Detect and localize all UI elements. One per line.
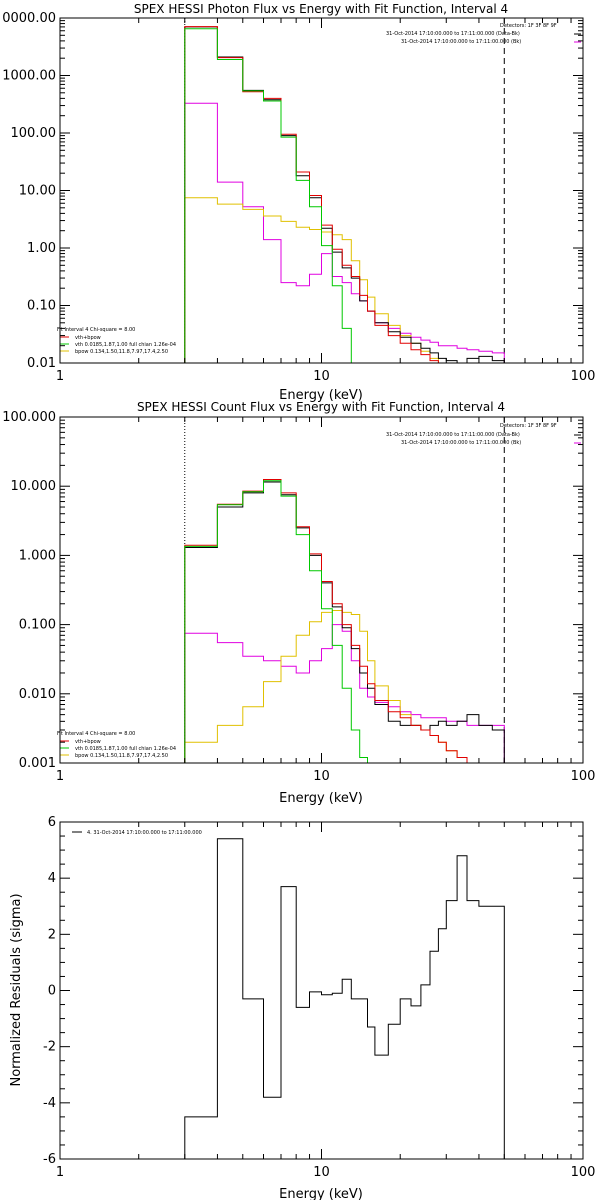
x-tick-label: 10 — [313, 769, 330, 784]
x-tick-label: 100 — [571, 369, 596, 384]
y-tick-label: 0.01 — [27, 356, 56, 371]
x-tick-label: 1 — [56, 369, 64, 384]
legend-line: vth 0.0185,1.87,1.00 full chian 1.26e-04 — [75, 746, 176, 752]
y-tick-label: 1.000 — [19, 548, 56, 563]
y-tick-label: -6 — [43, 1152, 56, 1167]
y-tick-label: 0000.00 — [2, 11, 56, 26]
x-axis-label: Energy (keV) — [279, 388, 363, 403]
y-tick-label: 10.000 — [11, 479, 57, 494]
legend-line: Detectors: 1F 3F 8F 9F — [500, 423, 557, 429]
plot-data — [184, 417, 505, 763]
total-fit-histogram — [184, 26, 439, 363]
x-tick-label: 100 — [571, 1165, 596, 1180]
photon-flux-panel: SPEX HESSI Photon Flux vs Energy with Fi… — [2, 2, 595, 403]
data-minus-bk-histogram — [184, 26, 505, 363]
x-tick-label: 10 — [313, 1165, 330, 1180]
residuals-histogram — [184, 838, 505, 1159]
total-fit-histogram — [184, 479, 480, 763]
legend-line: Fit Interval 4 Chi-square = 8.00 — [57, 731, 135, 737]
x-tick-label: 10 — [313, 369, 330, 384]
panel-title: SPEX HESSI Count Flux vs Energy with Fit… — [137, 400, 505, 414]
background-histogram — [184, 624, 505, 763]
panel-title: SPEX HESSI Photon Flux vs Energy with Fi… — [134, 2, 508, 16]
x-tick-label: 1 — [56, 769, 64, 784]
legend-line: vth 0.0185,1.87,1.00 full chian 1.26e-04 — [75, 342, 176, 348]
legend-line: 4. 31-Oct-2014 17:10:00.000 to 17:11:00.… — [87, 830, 202, 836]
legend-line: 31-Oct-2014 17:10:00.000 to 17:11:00.000… — [401, 440, 521, 446]
y-tick-label: 1.00 — [27, 241, 56, 256]
legend-top-left: 4. 31-Oct-2014 17:10:00.000 to 17:11:00.… — [72, 830, 202, 836]
x-axis-label: Energy (keV) — [279, 791, 363, 806]
legend-line: 31-Oct-2014 17:10:00.000 to 17:11:00.000… — [386, 432, 520, 438]
vth-component-histogram — [184, 480, 368, 763]
legend-top-right: Detectors: 1F 3F 8F 9F 31-Oct-2014 17:10… — [386, 23, 581, 45]
vth-component-histogram — [184, 28, 352, 363]
y-tick-label: 0.001 — [19, 756, 56, 771]
y-tick-label: 1000.00 — [2, 69, 56, 84]
y-tick-label: 0.010 — [19, 687, 56, 702]
legend-line: Detectors: 1F 3F 8F 9F — [500, 23, 557, 29]
background-histogram — [184, 102, 505, 363]
residuals-panel: Energy (keV) Normalized Residuals (sigma… — [9, 815, 595, 1200]
legend-line: 31-Oct-2014 17:10:00.000 to 17:11:00.000… — [386, 31, 520, 37]
y-tick-label: 2 — [48, 927, 56, 942]
legend-top-right: Detectors: 1F 3F 8F 9F 31-Oct-2014 17:10… — [386, 423, 581, 446]
legend-line: vth+bpow — [75, 739, 101, 745]
legend-line: Fit Interval 4 Chi-square = 8.00 — [57, 327, 135, 333]
data-minus-bk-histogram — [184, 481, 505, 763]
x-tick-label: 100 — [571, 769, 596, 784]
y-tick-label: 4 — [48, 871, 56, 886]
x-tick-label: 1 — [56, 1165, 64, 1180]
y-tick-label: 100.000 — [2, 410, 56, 425]
y-tick-label: -4 — [43, 1096, 56, 1111]
y-axis-label: Normalized Residuals (sigma) — [9, 893, 24, 1086]
count-flux-panel: SPEX HESSI Count Flux vs Energy with Fit… — [2, 400, 595, 806]
y-tick-label: 0 — [48, 984, 56, 999]
y-tick-label: 0.10 — [27, 299, 56, 314]
y-tick-label: 6 — [48, 815, 56, 830]
legend-line: bpow 0.134,1.50,11.8,7.97,17.4,2.50 — [75, 349, 168, 355]
y-tick-label: 0.100 — [19, 618, 56, 633]
legend-bottom-left: Fit Interval 4 Chi-square = 8.00 vth+bpo… — [57, 327, 176, 355]
y-tick-label: 10.00 — [19, 184, 56, 199]
bpow-component-histogram — [184, 197, 439, 363]
legend-bottom-left: Fit Interval 4 Chi-square = 8.00 vth+bpo… — [57, 731, 176, 759]
y-tick-label: -2 — [43, 1040, 56, 1055]
plot-data — [184, 18, 505, 363]
legend-line: vth+bpow — [75, 335, 101, 341]
legend-line: 31-Oct-2014 17:10:00.000 to 17:11:00.000… — [401, 39, 521, 45]
x-axis-label: Energy (keV) — [279, 1187, 363, 1200]
y-tick-label: 100.00 — [11, 126, 57, 141]
plot-data — [184, 838, 505, 1159]
legend-line: bpow 0.134,1.50,11.8,7.97,17.4,2.50 — [75, 753, 168, 759]
